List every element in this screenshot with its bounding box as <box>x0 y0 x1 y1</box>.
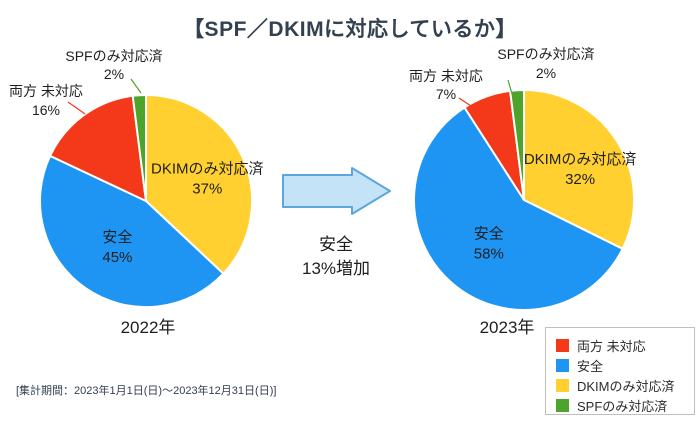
slice-value: 2% <box>536 65 556 81</box>
legend-item-both-unsupported: 両方 未対応 <box>556 335 688 355</box>
slice-value: 2% <box>104 66 124 82</box>
page-title: 【SPF／DKIMに対応しているか】 <box>183 18 517 41</box>
arrow-caption-line2: 13%増加 <box>301 259 371 278</box>
right-arrow-icon <box>282 167 391 215</box>
pie-slice-2 <box>48 94 148 203</box>
slice-value: 32% <box>565 171 595 188</box>
slice-label: 安全 <box>102 228 132 246</box>
arrow-caption-line1: 安全 <box>319 235 353 254</box>
pie-slice-0 <box>523 88 636 251</box>
slice-label: SPFのみ対応済 <box>65 48 162 64</box>
pie-slice-3 <box>131 93 147 202</box>
legend-swatch-blue <box>556 358 569 372</box>
legend-swatch-yellow <box>556 378 569 392</box>
slice-value: 16% <box>32 102 60 118</box>
slice-label: DKIMのみ対応済 <box>524 151 637 168</box>
legend-item-spf-only: SPFのみ対応済 <box>556 395 688 415</box>
pie-chart-2022: DKIMのみ対応済 37% 安全 45% 両方 未対応 16% SPFのみ対応済 2% <box>9 48 264 309</box>
pie-year-label-2022: 2022年 <box>120 318 176 337</box>
slice-value: 37% <box>192 181 222 198</box>
leader-line <box>458 97 478 111</box>
slice-value: 7% <box>436 86 456 102</box>
leader-line <box>130 78 142 94</box>
aggregation-period-note: [集計期間：2023年1月1日(日)～2023年12月31日(日)] <box>16 385 277 397</box>
pie-slice-0 <box>145 93 254 276</box>
legend-swatch-green <box>556 398 569 412</box>
slice-label: 両方 未対応 <box>9 83 83 99</box>
legend-label: 安全 <box>577 358 604 374</box>
slice-label: 安全 <box>474 224 504 242</box>
legend-label: SPFのみ対応済 <box>577 398 668 414</box>
legend-item-safe: 安全 <box>556 355 688 375</box>
legend-label: 両方 未対応 <box>577 338 646 354</box>
pie-slice-1 <box>39 154 225 309</box>
slice-value: 58% <box>474 245 504 262</box>
legend-item-dkim-only: DKIMのみ対応済 <box>556 375 688 395</box>
slice-label: SPFのみ対応済 <box>497 46 594 62</box>
legend-swatch-red <box>556 338 569 352</box>
pie-year-label-2023: 2023年 <box>479 318 535 337</box>
leader-line <box>67 101 86 115</box>
arrow-caption: 安全 13%増加 <box>272 233 400 281</box>
slice-value: 45% <box>102 249 132 266</box>
right-arrow-shape <box>282 167 391 215</box>
legend-label: DKIMのみ対応済 <box>577 378 675 394</box>
slice-label: 両方 未対応 <box>409 68 483 84</box>
pie-chart-2023: DKIMのみ対応済 32% 安全 58% 両方 未対応 7% SPFのみ対応済 2% <box>409 46 637 311</box>
legend-box: 両方 未対応 安全 DKIMのみ対応済 SPFのみ対応済 <box>545 327 695 415</box>
pie-slice-1 <box>413 106 624 311</box>
slice-label: DKIMのみ対応済 <box>151 161 264 178</box>
pie-slice-3 <box>508 88 525 201</box>
leader-line <box>507 79 513 95</box>
